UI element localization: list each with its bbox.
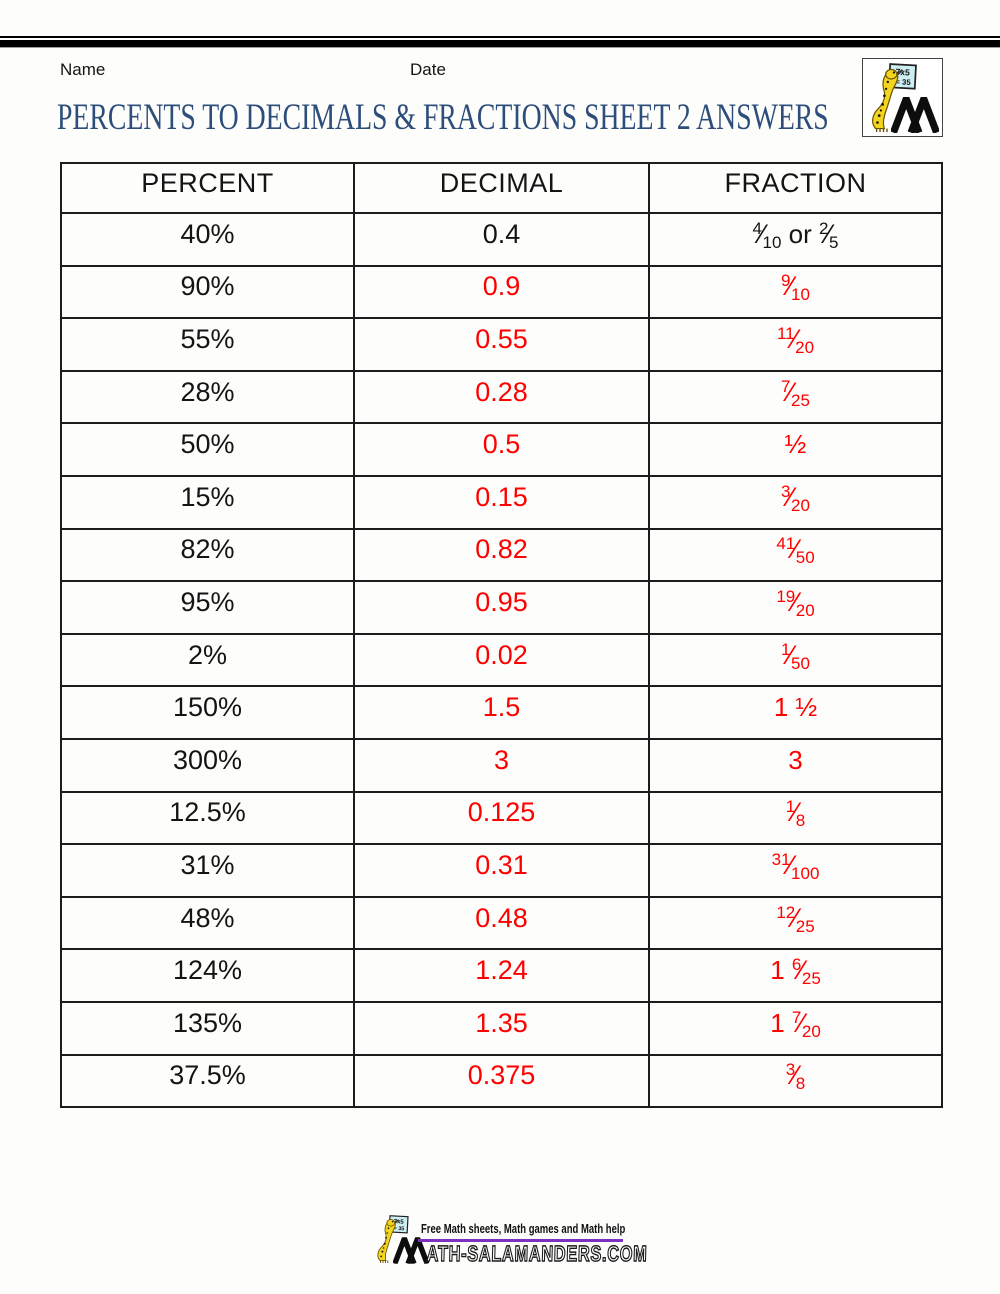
fraction-cell: 7⁄25 [648,369,943,425]
purple-rule [418,1239,623,1242]
table-row: 124% 1.24 1 6⁄25 [60,948,943,1003]
fraction: 2⁄5 [819,218,839,252]
percent-cell: 31% [60,843,355,898]
table-row: 82% 0.82 41⁄50 [60,527,943,583]
decimal-cell: 0.125 [353,790,650,846]
percent-cell: 55% [60,317,355,372]
table-row: 150% 1.5 1 ½ [60,685,943,740]
table-row: 37.5% 0.375 3⁄8 [60,1053,943,1109]
fraction-cell: 3 [648,737,943,793]
percent-cell: 124% [60,948,355,1003]
site-wordmark: ATH-SALAMANDERS.COM [426,1240,649,1266]
table-row: 28% 0.28 7⁄25 [60,369,943,425]
decimal-cell: 1.35 [353,1000,650,1056]
percent-cell: 48% [60,895,355,951]
fraction-cell: 1 6⁄25 [648,948,943,1003]
decimal-cell: 3 [353,737,650,793]
table-row: 300% 3 3 [60,737,943,793]
table-row: 95% 0.95 19⁄20 [60,580,943,635]
decimal-cell: 0.375 [353,1053,650,1109]
fraction-cell: 3⁄8 [648,1053,943,1109]
fraction-cell: 11⁄20 [648,317,943,372]
percent-cell: 28% [60,369,355,425]
fraction: 31⁄100 [771,849,820,883]
table-row: 135% 1.35 1 7⁄20 [60,1000,943,1056]
decimal-cell: 0.48 [353,895,650,951]
page-title: PERCENTS TO DECIMALS & FRACTIONS SHEET 2… [57,97,829,138]
percent-cell: 300% [60,737,355,793]
fraction: 7⁄25 [781,376,810,410]
decimal-cell: 0.28 [353,369,650,425]
date-label: Date [410,60,446,79]
table-row: 31% 0.31 31⁄100 [60,843,943,898]
decimal-cell: 1.5 [353,685,650,740]
top-rule [0,36,1000,48]
table-header-row: PERCENT DECIMAL FRACTION [60,162,943,214]
table-row: 15% 0.15 3⁄20 [60,474,943,530]
table-row: 50% 0.5 ½ [60,422,943,477]
percent-cell: 50% [60,422,355,477]
decimal-cell: 0.02 [353,632,650,688]
percent-cell: 82% [60,527,355,583]
footer-tagline: Free Math sheets, Math games and Math he… [421,1222,626,1236]
fraction: 1⁄50 [781,639,810,673]
decimal-cell: 0.31 [353,843,650,898]
decimal-cell: 0.95 [353,580,650,635]
decimal-cell: 0.4 [353,212,650,267]
column-header-percent: PERCENT [60,162,355,214]
column-header-decimal: DECIMAL [353,162,650,214]
fraction-cell: 41⁄50 [648,527,943,583]
name-label: Name [60,60,106,79]
percent-cell: 150% [60,685,355,740]
percent-cell: 40% [60,212,355,267]
salamander-logo-icon [871,63,942,136]
decimal-cell: 0.15 [353,474,650,530]
table-row: 48% 0.48 12⁄25 [60,895,943,951]
percent-cell: 15% [60,474,355,530]
fraction: 4⁄10 [752,218,782,252]
percent-cell: 2% [60,632,355,688]
fraction: 6⁄25 [791,955,821,989]
conversion-table-body: 40% 0.4 4⁄10 or 2⁄5 90% 0.9 9⁄10 55% 0.5… [60,212,943,1109]
site-logo [862,58,943,137]
fraction-cell: 3⁄20 [648,474,943,530]
fraction: 12⁄25 [776,902,815,936]
fraction-cell: 1 ½ [648,685,943,740]
conversion-table: PERCENT DECIMAL FRACTION 40% 0.4 4⁄10 or… [60,162,943,1109]
decimal-cell: 1.24 [353,948,650,1003]
fraction: 7⁄20 [791,1007,821,1041]
column-header-fraction: FRACTION [648,162,943,214]
decimal-cell: 0.5 [353,422,650,477]
percent-cell: 12.5% [60,790,355,846]
table-row: 40% 0.4 4⁄10 or 2⁄5 [60,212,943,267]
fraction-cell: 9⁄10 [648,264,943,320]
table-row: 55% 0.55 11⁄20 [60,317,943,372]
fraction: 1⁄8 [785,797,806,831]
fraction: 3⁄20 [781,481,810,515]
fraction: 9⁄10 [781,271,810,305]
percent-cell: 135% [60,1000,355,1056]
table-row: 2% 0.02 1⁄50 [60,632,943,688]
fraction-cell: 4⁄10 or 2⁄5 [648,212,943,267]
fraction-cell: 12⁄25 [648,895,943,951]
fraction-cell: 1 7⁄20 [648,1000,943,1056]
fraction-cell: 1⁄8 [648,790,943,846]
percent-cell: 90% [60,264,355,320]
table-row: 12.5% 0.125 1⁄8 [60,790,943,846]
decimal-cell: 0.82 [353,527,650,583]
fraction-cell: ½ [648,422,943,477]
fraction: 41⁄50 [776,534,815,568]
fraction-cell: 31⁄100 [648,843,943,898]
percent-cell: 95% [60,580,355,635]
fraction-cell: 1⁄50 [648,632,943,688]
table-row: 90% 0.9 9⁄10 [60,264,943,320]
fraction: 11⁄20 [776,323,815,357]
fraction: 19⁄20 [776,586,815,620]
fraction-cell: 19⁄20 [648,580,943,635]
decimal-cell: 0.55 [353,317,650,372]
decimal-cell: 0.9 [353,264,650,320]
fraction: 3⁄8 [785,1060,806,1094]
percent-cell: 37.5% [60,1053,355,1109]
